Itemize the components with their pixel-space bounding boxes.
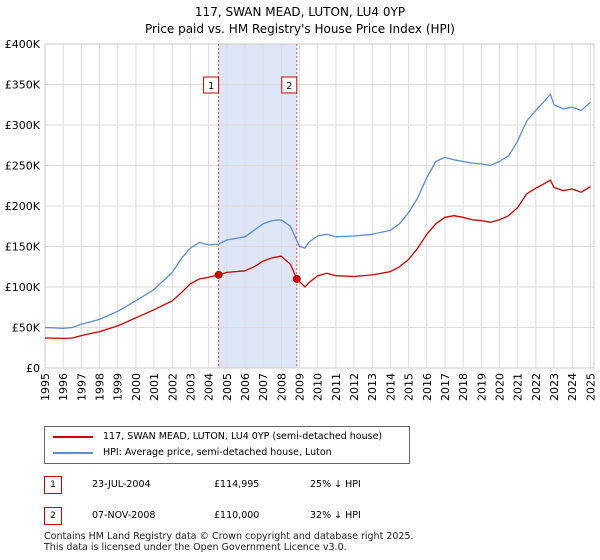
y-tick-label: £100K: [5, 281, 41, 294]
x-tick-label: 1998: [94, 373, 107, 401]
sale-marker-box: 1: [44, 476, 62, 494]
chart-legend: 117, SWAN MEAD, LUTON, LU4 0YP (semi-det…: [44, 426, 410, 464]
sale-marker-box: [203, 76, 220, 94]
y-tick-label: £200K: [5, 200, 41, 213]
x-tick-label: 2008: [275, 373, 288, 401]
footer-attribution: Contains HM Land Registry data © Crown c…: [44, 531, 414, 553]
sale-marker-box: 2: [44, 507, 62, 525]
y-tick-label: £150K: [5, 241, 41, 254]
x-tick-label: 2010: [312, 373, 325, 401]
x-tick-label: 2012: [348, 373, 361, 401]
x-tick-label: 2007: [257, 373, 270, 401]
chart-title: 117, SWAN MEAD, LUTON, LU4 0YP: [194, 5, 406, 19]
y-tick-label: £250K: [5, 160, 41, 173]
x-tick-label: 2004: [203, 373, 216, 401]
x-tick-label: 2011: [330, 373, 343, 401]
x-tick-label: 2019: [475, 373, 488, 401]
x-tick-label: 2015: [403, 373, 416, 401]
sale-row: 1 23-JUL-2004 £114,995 25% ↓ HPI: [44, 476, 404, 494]
property-series-line: [44, 179, 591, 340]
y-tick-label: £300K: [5, 119, 41, 132]
x-tick-label: 2002: [166, 373, 179, 401]
chart-title-block: 117, SWAN MEAD, LUTON, LU4 0YP Price pai…: [0, 4, 600, 38]
x-tick-label: 2016: [421, 373, 434, 401]
x-tick-label: 2014: [384, 373, 397, 401]
sale-point: [292, 274, 301, 283]
footer-line-1: Contains HM Land Registry data © Crown c…: [44, 531, 414, 542]
sale-point: [214, 270, 223, 279]
footer-line-2: This data is licensed under the Open Gov…: [44, 542, 347, 553]
legend-label-property: 117, SWAN MEAD, LUTON, LU4 0YP (semi-det…: [103, 431, 383, 442]
sale-price: £110,000: [214, 510, 260, 521]
x-tick-label: 2020: [493, 373, 506, 401]
x-tick-label: 2022: [530, 373, 543, 401]
x-tick-label: 2006: [239, 373, 252, 401]
x-tick-label: 2005: [221, 373, 234, 401]
chart-subtitle: Price paid vs. HM Registry's House Price…: [144, 22, 455, 36]
x-tick-label: 2001: [148, 373, 161, 401]
y-tick-label: £350K: [5, 79, 41, 92]
x-tick-label: 2013: [366, 373, 379, 401]
legend-item-hpi: HPI: Average price, semi-detached house,…: [53, 446, 332, 460]
x-tick-label: 2025: [584, 373, 597, 401]
x-tick-label: 2017: [439, 373, 452, 401]
sale-marker-label: 1: [208, 81, 214, 92]
price-chart: 1 2 £0 £50K £100K £150K £200K £250K £300K £350K £4…: [5, 38, 598, 401]
plot-border: [44, 43, 595, 369]
x-tick-label: 2021: [512, 373, 525, 401]
y-tick-label: £400K: [5, 38, 41, 51]
sale-marker-label: 2: [286, 81, 292, 92]
sale-date: 23-JUL-2004: [92, 479, 151, 490]
y-tick-label: £50K: [12, 322, 41, 335]
legend-label-hpi: HPI: Average price, semi-detached house,…: [103, 447, 332, 458]
sale-date: 07-NOV-2008: [92, 510, 156, 521]
sale-row: 2 07-NOV-2008 £110,000 32% ↓ HPI: [44, 507, 404, 525]
legend-swatch-property: [53, 435, 93, 438]
hpi-series-line: [44, 93, 591, 329]
legend-swatch-hpi: [53, 451, 93, 454]
x-tick-label: 1995: [39, 373, 52, 401]
y-tick-label: £0: [26, 362, 40, 375]
x-tick-label: 2018: [457, 373, 470, 401]
x-tick-label: 2023: [548, 373, 561, 401]
sale-hpi-diff: 32% ↓ HPI: [310, 510, 361, 521]
x-tick-label: 1999: [112, 373, 125, 401]
legend-item-property: 117, SWAN MEAD, LUTON, LU4 0YP (semi-det…: [53, 430, 382, 444]
x-tick-label: 2003: [184, 373, 197, 401]
x-tick-label: 1996: [57, 373, 70, 401]
sale-price: £114,995: [214, 479, 260, 490]
x-tick-label: 2009: [294, 373, 307, 401]
sale-hpi-diff: 25% ↓ HPI: [310, 479, 361, 490]
x-tick-label: 2000: [130, 373, 143, 401]
x-tick-label: 2024: [566, 373, 579, 401]
x-tick-label: 1997: [75, 373, 88, 401]
sale-marker-box: [281, 76, 298, 94]
